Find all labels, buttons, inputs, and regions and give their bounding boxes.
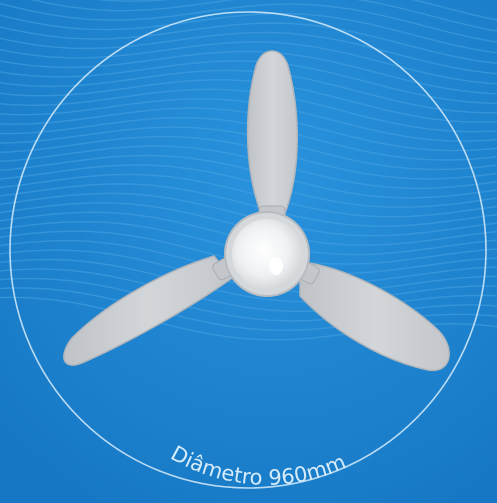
wave-line bbox=[95, 0, 497, 21]
wave-line bbox=[0, 135, 497, 180]
wave-line bbox=[0, 258, 497, 303]
diameter-ring bbox=[9, 11, 487, 489]
ceiling-fan bbox=[63, 50, 450, 372]
wave-line bbox=[0, 79, 497, 123]
fan-blade-right bbox=[299, 261, 450, 372]
wave-line bbox=[0, 107, 497, 152]
wave-line bbox=[0, 116, 497, 161]
wave-line bbox=[0, 2, 497, 43]
wave-line bbox=[0, 173, 497, 218]
fan-blade-left bbox=[63, 255, 234, 366]
wave-line bbox=[0, 50, 497, 95]
wave-line bbox=[30, 0, 497, 32]
wave-line bbox=[0, 164, 497, 208]
wave-line bbox=[0, 154, 497, 199]
wave-line bbox=[0, 268, 497, 312]
wave-line bbox=[0, 31, 497, 75]
wave-line bbox=[0, 69, 497, 114]
wave-line bbox=[0, 12, 497, 54]
wave-line bbox=[0, 60, 497, 104]
wave-line bbox=[0, 192, 497, 237]
wave-line bbox=[0, 22, 497, 65]
hub-highlight bbox=[269, 257, 283, 275]
wave-line bbox=[0, 183, 497, 227]
fan-hub-light bbox=[232, 219, 302, 289]
wave-line bbox=[0, 41, 497, 85]
wave-pattern bbox=[0, 0, 497, 341]
fan-blade-top bbox=[246, 50, 298, 217]
wave-line bbox=[0, 126, 497, 171]
wave-line bbox=[0, 145, 497, 190]
wave-line bbox=[0, 277, 497, 322]
wave-line bbox=[0, 98, 497, 142]
